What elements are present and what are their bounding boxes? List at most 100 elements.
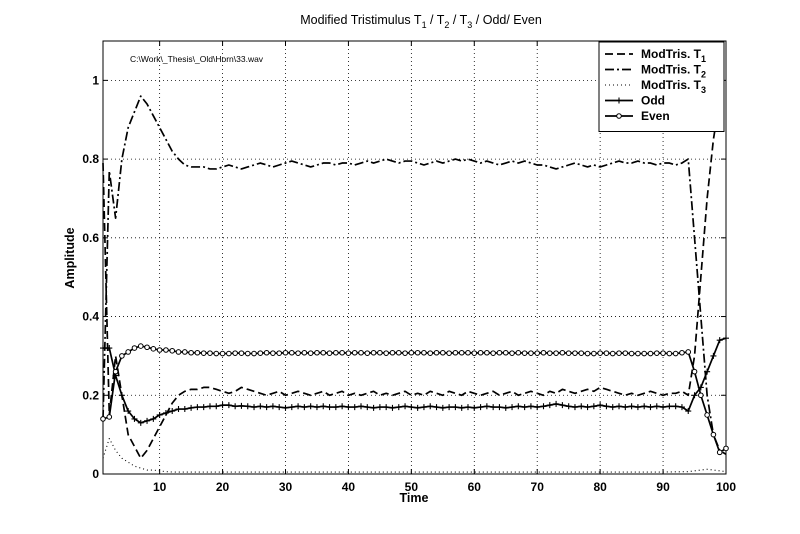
data-point-even: [144, 344, 150, 351]
data-point-even: [716, 449, 723, 456]
legend-label-modtris-t2: ModTris. T2: [641, 63, 706, 80]
data-point-even: [628, 350, 635, 357]
data-point-odd: [144, 417, 151, 424]
data-point-even: [559, 349, 566, 356]
data-point-odd: [609, 404, 616, 411]
data-point-even: [339, 349, 345, 356]
data-point-odd: [571, 404, 578, 411]
series-lines: [100, 95, 729, 473]
data-point-odd: [383, 404, 390, 411]
data-point-even: [364, 350, 371, 356]
data-point-odd: [446, 404, 453, 411]
data-point-odd: [622, 404, 629, 411]
data-point-odd: [490, 404, 497, 411]
y-tick-label: 0.2: [82, 388, 99, 402]
data-point-odd: [200, 404, 207, 411]
data-point-even: [521, 350, 528, 356]
data-point-even: [502, 349, 509, 356]
data-point-odd: [106, 345, 113, 352]
data-point-odd: [194, 404, 201, 411]
data-point-even: [565, 350, 572, 356]
data-point-odd: [295, 403, 302, 410]
data-point-even: [232, 350, 238, 356]
data-point-odd: [169, 408, 176, 415]
data-point-even: [710, 431, 717, 438]
data-point-even: [540, 349, 547, 356]
data-point-even: [175, 349, 182, 355]
data-point-even: [333, 349, 339, 356]
data-point-even: [484, 349, 490, 356]
data-point-even: [270, 350, 276, 356]
data-point-odd: [471, 404, 478, 411]
data-point-odd: [672, 403, 679, 410]
data-point-odd: [723, 335, 729, 342]
data-point-odd: [156, 411, 163, 418]
x-tick-label: 80: [593, 480, 607, 494]
data-point-even: [672, 350, 679, 357]
data-point-even: [597, 350, 603, 356]
data-point-even: [578, 350, 585, 356]
legend-label-even: Even: [641, 109, 670, 123]
data-point-odd: [269, 403, 276, 410]
data-point-odd: [584, 404, 591, 411]
data-point-odd: [452, 404, 459, 411]
data-point-even: [100, 416, 106, 422]
data-point-even: [257, 350, 264, 356]
legend-label-modtris-t3: ModTris. T3: [641, 78, 706, 95]
data-point-even: [188, 349, 194, 356]
data-point-even: [490, 350, 496, 356]
data-point-odd: [496, 404, 503, 411]
data-point-odd: [565, 403, 572, 410]
data-point-even: [421, 349, 427, 356]
data-point-even: [238, 350, 245, 356]
data-point-odd: [553, 400, 560, 407]
data-point-odd: [590, 403, 597, 410]
data-point-odd: [175, 406, 182, 413]
data-point-even: [591, 350, 597, 357]
data-point-odd: [326, 404, 333, 411]
x-axis-label: Time: [400, 491, 429, 505]
series-line-modtris-t3: [102, 438, 727, 473]
series-modtris-t1: [102, 95, 727, 460]
y-tick-label: 0.4: [82, 310, 99, 324]
data-point-even: [282, 349, 289, 356]
data-point-odd: [370, 404, 377, 411]
data-point-even: [320, 349, 327, 356]
data-point-odd: [716, 337, 723, 344]
data-point-odd: [301, 404, 308, 411]
data-point-even: [635, 350, 641, 357]
data-point-even: [691, 368, 698, 375]
data-point-odd: [339, 403, 346, 410]
y-axis-label: Amplitude: [63, 227, 77, 288]
data-point-odd: [206, 403, 213, 410]
data-point-odd: [559, 402, 566, 409]
file-path-annotation: C:\Work\_Thesis\_Old\Horn\33.wav: [130, 54, 264, 64]
chart-title: Modified Tristimulus T1 / T2 / T3 / Odd/…: [300, 13, 542, 30]
data-point-even: [137, 343, 144, 349]
y-tick-label: 0.8: [82, 152, 99, 166]
data-point-odd: [483, 403, 490, 410]
data-point-odd: [358, 403, 365, 410]
data-point-even: [112, 368, 119, 375]
data-point-odd: [414, 404, 421, 411]
data-point-odd: [276, 404, 283, 411]
series-modtris-t2: [102, 95, 727, 456]
data-point-odd: [131, 415, 138, 422]
data-point-odd: [628, 403, 635, 410]
data-point-odd: [634, 404, 641, 411]
data-point-even: [244, 350, 251, 357]
data-point-even: [288, 349, 295, 356]
data-point-even: [213, 350, 220, 357]
data-point-odd: [641, 403, 648, 410]
legend-marker-odd: [616, 97, 622, 104]
data-point-odd: [263, 404, 270, 411]
data-point-even: [641, 350, 647, 357]
data-point-odd: [125, 408, 132, 415]
data-point-odd: [616, 403, 623, 410]
x-tick-label: 10: [153, 480, 167, 494]
data-point-odd: [345, 404, 352, 411]
x-tick-label: 100: [716, 480, 736, 494]
x-tick-label: 50: [405, 480, 419, 494]
data-point-even: [106, 414, 113, 420]
